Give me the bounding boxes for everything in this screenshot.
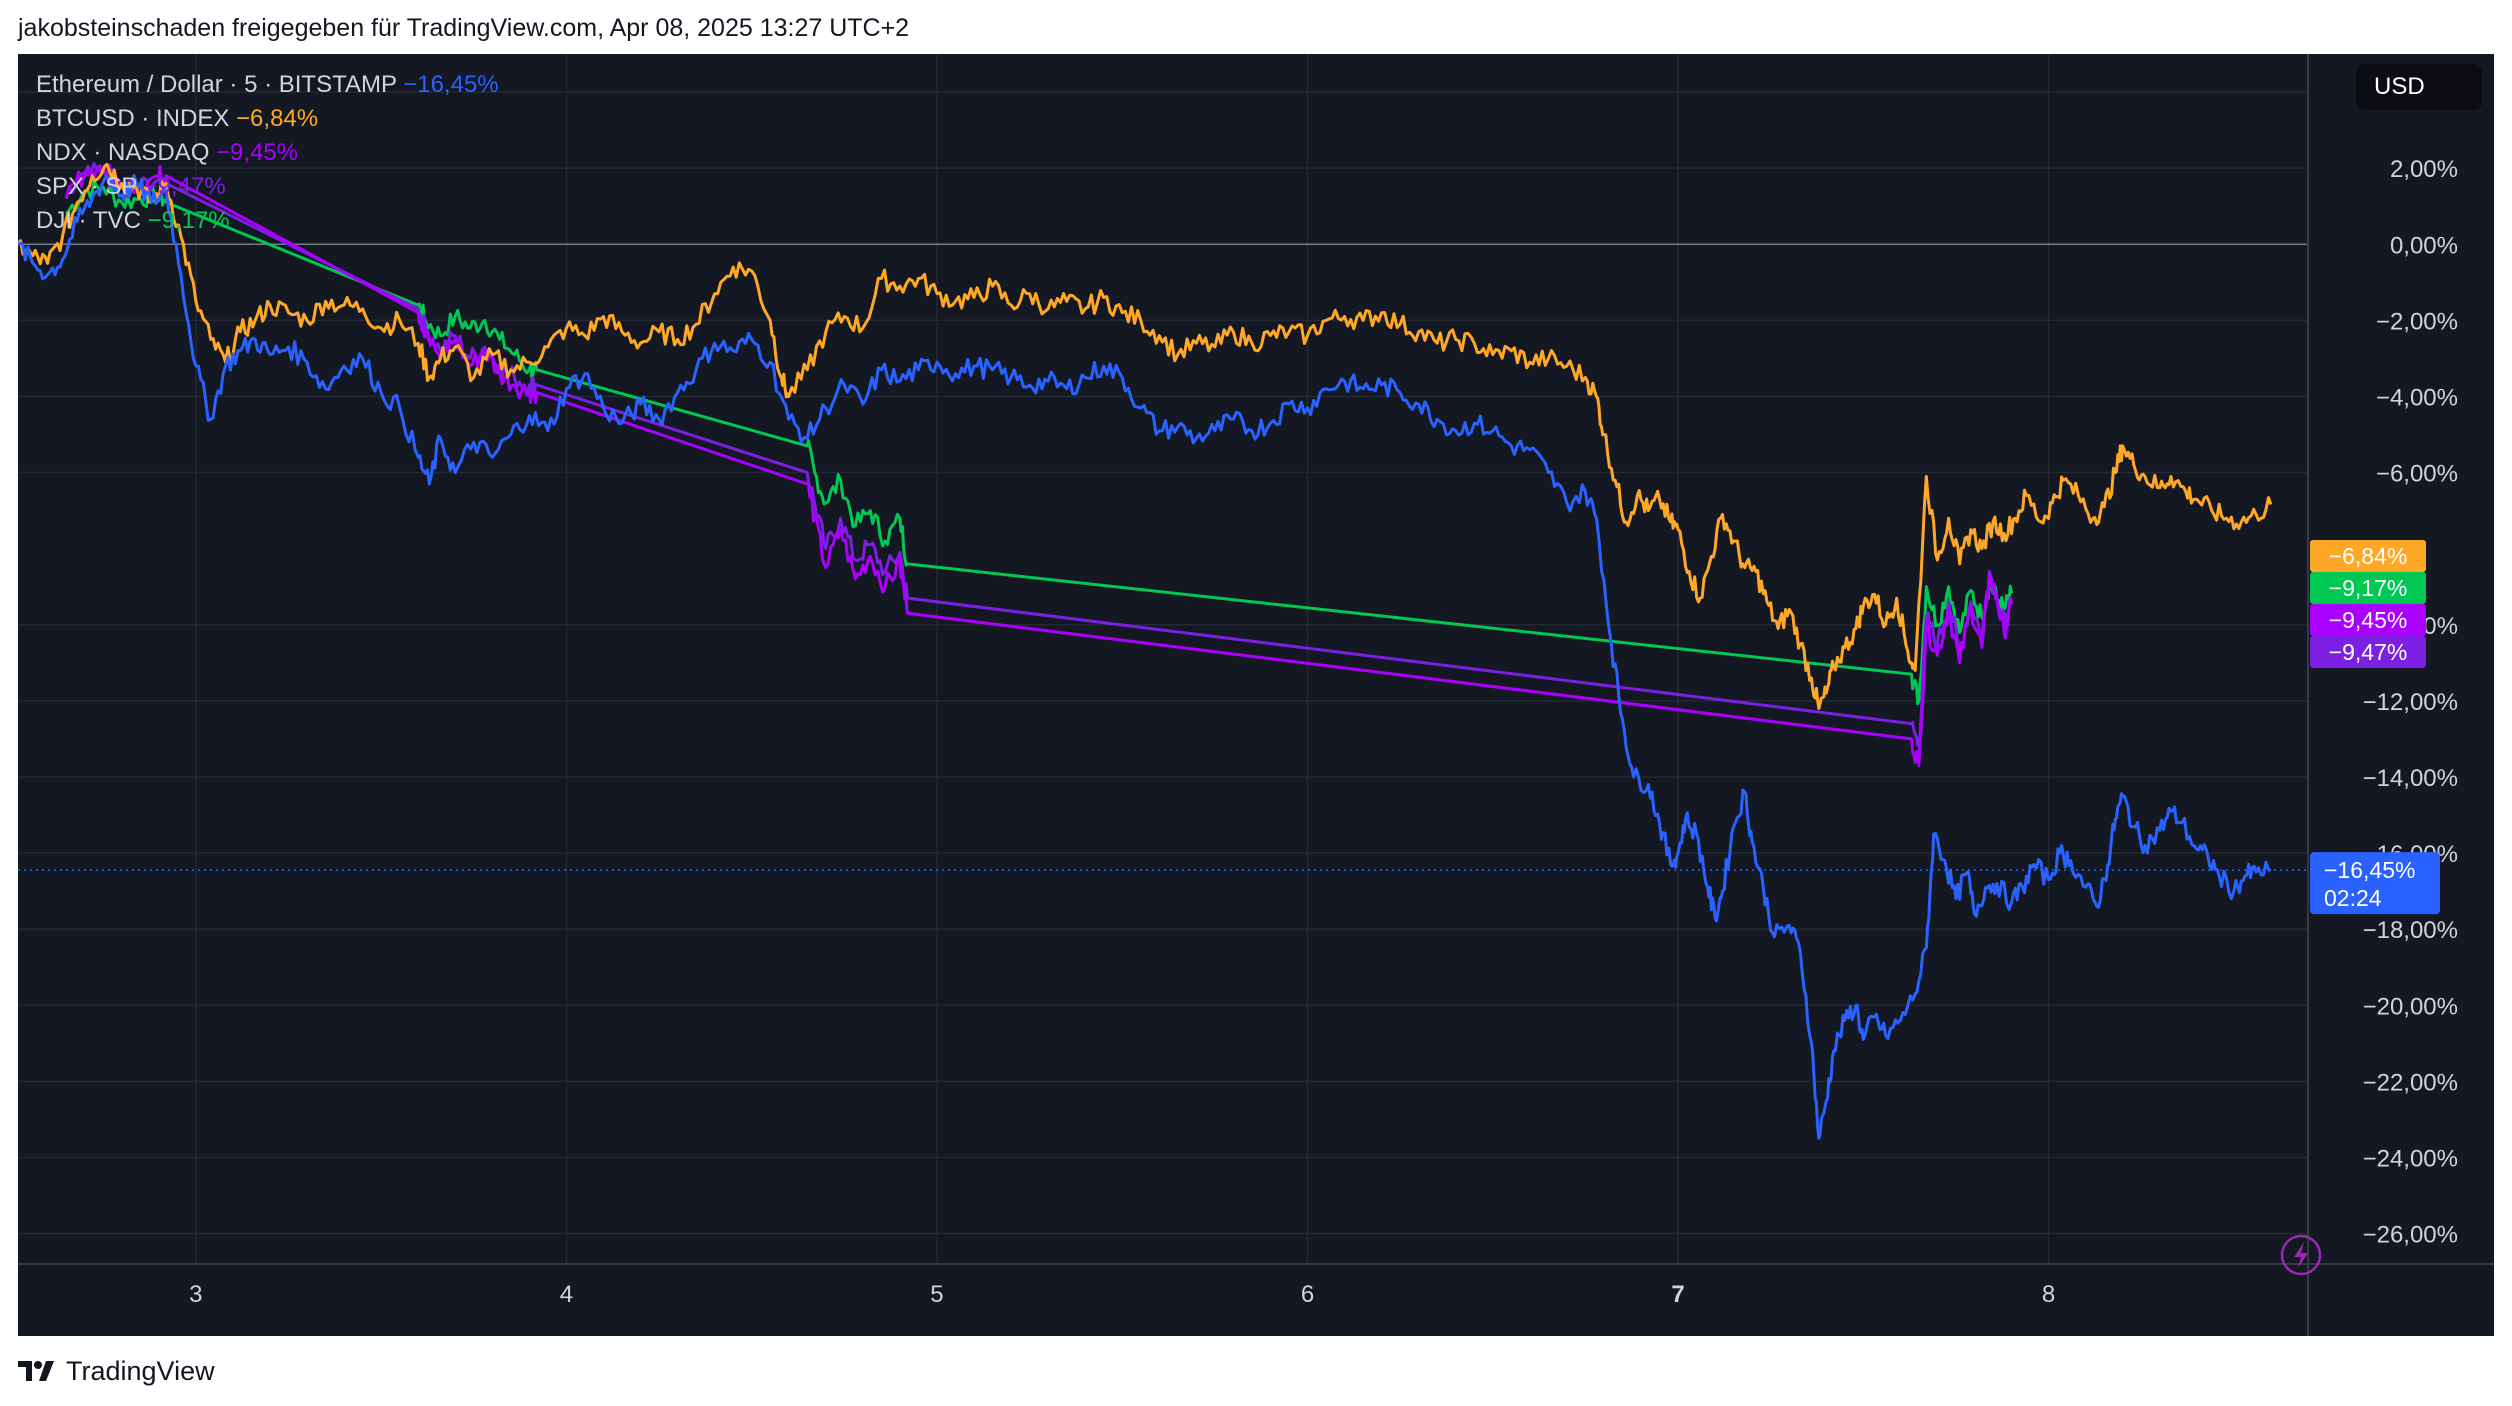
legend-name: BTCUSD · INDEX <box>36 105 230 132</box>
y-tick-label: 0,00% <box>2390 232 2458 259</box>
legend-item-spx[interactable]: SPX · SP −9,47% <box>36 170 499 204</box>
legend-item-dji[interactable]: DJI · TVC −9,17% <box>36 204 499 238</box>
price-badge-eth <box>2310 852 2440 915</box>
countdown-label: 02:24 <box>2324 885 2382 911</box>
share-header: jakobsteinschaden freigegeben für Tradin… <box>18 14 910 42</box>
x-tick-label: 4 <box>560 1281 573 1308</box>
series-lines <box>18 162 2273 1140</box>
price-badge-spx <box>2310 636 2426 668</box>
footer-brand: TradingView <box>66 1355 215 1386</box>
series-line-spx <box>64 162 2014 748</box>
y-tick-label: −22,00% <box>2363 1069 2458 1096</box>
series-line-ndx <box>64 163 2014 767</box>
legend-change: −6,84% <box>236 105 319 132</box>
y-tick-label: −24,00% <box>2363 1145 2458 1172</box>
x-tick-label: 5 <box>930 1281 943 1308</box>
price-badge-label: −9,47% <box>2329 639 2408 665</box>
x-tick-label: 7 <box>1671 1281 1684 1308</box>
y-tick-label: −20,00% <box>2363 993 2458 1020</box>
price-badge-ndx <box>2310 604 2426 636</box>
legend-item-btc[interactable]: BTCUSD · INDEX −6,84% <box>36 102 499 136</box>
legend-change: −9,17% <box>147 207 230 234</box>
series-line-btc <box>18 162 2273 710</box>
legend-item-ndx[interactable]: NDX · NASDAQ −9,45% <box>36 136 499 170</box>
x-tick-label: 3 <box>189 1281 202 1308</box>
chart-panel[interactable]: 4,00%2,00%0,00%−2,00%−4,00%−6,00%−10,00%… <box>18 54 2494 1336</box>
price-badge-label: −6,84% <box>2329 543 2408 569</box>
legend: Ethereum / Dollar · 5 · BITSTAMP −16,45%… <box>36 68 499 238</box>
y-tick-label: −18,00% <box>2363 917 2458 944</box>
y-tick-label: 2,00% <box>2390 156 2458 183</box>
legend-item-eth[interactable]: Ethereum / Dollar · 5 · BITSTAMP −16,45% <box>36 68 499 102</box>
x-tick-label: 6 <box>1301 1281 1314 1308</box>
price-badge-btc <box>2310 540 2426 572</box>
footer: TradingView <box>18 1356 215 1386</box>
y-tick-label: −4,00% <box>2376 384 2458 411</box>
y-tick-label: −14,00% <box>2363 765 2458 792</box>
legend-name: Ethereum / Dollar · 5 · BITSTAMP <box>36 71 397 98</box>
y-axis: 4,00%2,00%0,00%−2,00%−4,00%−6,00%−10,00%… <box>2307 54 2458 1336</box>
tradingview-logo-icon <box>18 1361 54 1381</box>
currency-button[interactable]: USD <box>2356 64 2482 110</box>
price-badges: −6,84% −9,17% −9,45% −9,47% −16,45%02:24 <box>2310 540 2440 915</box>
series-line-eth <box>18 174 2272 1140</box>
legend-change: −9,47% <box>143 173 226 200</box>
series-line-dji <box>65 179 2014 706</box>
legend-change: −9,45% <box>216 139 299 166</box>
lightning-icon[interactable] <box>2280 1234 2322 1276</box>
legend-name: SPX · SP <box>36 173 137 200</box>
price-badge-label: −16,45% <box>2324 857 2415 883</box>
legend-name: DJI · TVC <box>36 207 141 234</box>
legend-name: NDX · NASDAQ <box>36 139 210 166</box>
legend-change: −16,45% <box>403 71 499 98</box>
y-tick-label: −2,00% <box>2376 308 2458 335</box>
y-tick-label: −12,00% <box>2363 689 2458 716</box>
price-badge-label: −9,17% <box>2329 575 2408 601</box>
price-chart[interactable]: 4,00%2,00%0,00%−2,00%−4,00%−6,00%−10,00%… <box>18 54 2494 1336</box>
zero-line <box>18 243 2308 871</box>
y-tick-label: −26,00% <box>2363 1222 2458 1249</box>
x-axis: 3 4 5 6 7 8 <box>18 1263 2494 1308</box>
price-badge-label: −9,45% <box>2329 607 2408 633</box>
price-badge-dji <box>2310 572 2426 604</box>
y-tick-label: −6,00% <box>2376 461 2458 488</box>
x-tick-label: 8 <box>2042 1281 2055 1308</box>
